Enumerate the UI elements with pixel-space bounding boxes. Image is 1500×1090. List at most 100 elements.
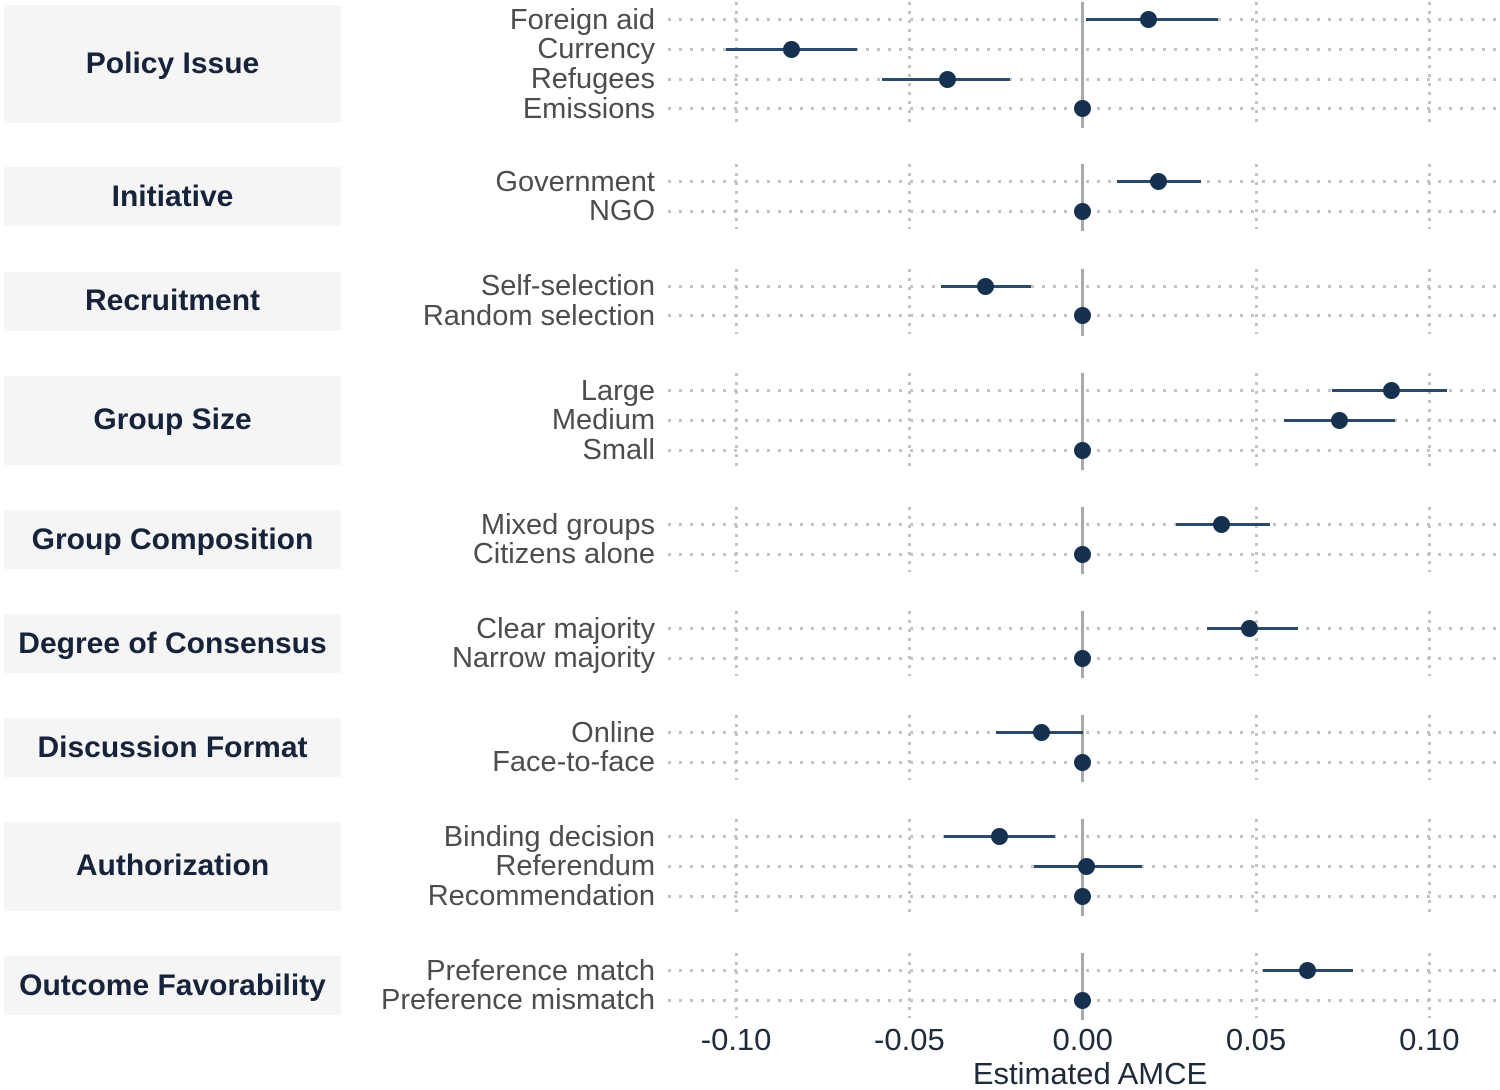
estimate-point: [1330, 411, 1348, 429]
zero-line: [1081, 715, 1085, 783]
x-gridline: [907, 819, 911, 914]
x-gridline: [1427, 373, 1431, 468]
x-gridline: [1427, 611, 1431, 677]
x-gridline: [1427, 507, 1431, 573]
facet-category-label: Recruitment: [84, 284, 261, 318]
x-gridline: [1254, 819, 1258, 914]
x-tick-label: 0.10: [1399, 1022, 1460, 1057]
estimate-point: [1074, 202, 1092, 220]
facet-strip: Discussion Format: [4, 718, 341, 778]
estimate-point: [1074, 887, 1092, 905]
x-gridline: [734, 2, 738, 127]
facet-strip: Recruitment: [4, 271, 341, 331]
facet-strip: Policy Issue: [4, 5, 341, 124]
row-level-label: Face-to-face: [492, 746, 655, 779]
facet-strip: Authorization: [4, 822, 341, 911]
facet-strip: Degree of Consensus: [4, 614, 341, 674]
x-gridline: [1254, 268, 1258, 334]
x-gridline: [1254, 2, 1258, 127]
x-gridline: [1254, 611, 1258, 677]
x-gridline: [1254, 507, 1258, 573]
estimate-point: [1032, 724, 1050, 742]
row-level-label: Small: [582, 434, 655, 466]
x-gridline: [1427, 164, 1431, 230]
estimate-point: [1074, 307, 1092, 325]
x-gridline: [734, 611, 738, 677]
zero-line: [1081, 268, 1085, 336]
facet-strip: Initiative: [4, 167, 341, 227]
x-gridline: [1427, 819, 1431, 914]
estimate-point: [1074, 649, 1092, 667]
x-gridline: [1254, 164, 1258, 230]
row-level-label: Online: [571, 716, 655, 749]
estimate-point: [977, 277, 995, 295]
estimate-point: [1240, 620, 1258, 638]
x-gridline: [734, 715, 738, 781]
x-gridline: [907, 611, 911, 677]
zero-line: [1081, 2, 1085, 129]
estimate-point: [1077, 857, 1095, 875]
facet-category-label: Group Size: [93, 403, 252, 437]
x-gridline: [734, 373, 738, 468]
row-level-label: Government: [495, 165, 655, 198]
row-level-label: Preference match: [426, 954, 655, 987]
x-tick-label: 0.05: [1225, 1022, 1287, 1057]
row-level-label: Citizens alone: [472, 538, 655, 571]
x-gridline: [907, 164, 911, 230]
estimate-point: [783, 40, 801, 58]
facet-category-label: Policy Issue: [85, 47, 260, 81]
row-level-label: Clear majority: [476, 612, 655, 645]
x-gridline: [1427, 715, 1431, 781]
x-gridline: [907, 373, 911, 468]
estimate-point: [1074, 441, 1092, 459]
x-gridline: [734, 164, 738, 230]
zero-line: [1081, 164, 1085, 232]
row-level-label: Medium: [551, 404, 655, 437]
x-tick-label: 0.00: [1052, 1022, 1113, 1057]
row-level-label: Foreign aid: [509, 3, 655, 36]
estimate-point: [1299, 962, 1317, 980]
estimate-point: [991, 828, 1009, 846]
facet-strip: Group Composition: [4, 510, 341, 570]
x-gridline: [734, 507, 738, 573]
row-level-label: Large: [580, 374, 655, 407]
row-level-label: NGO: [588, 195, 655, 228]
x-gridline: [907, 507, 911, 573]
row-level-label: Mixed groups: [480, 508, 655, 541]
x-gridline: [734, 268, 738, 334]
x-gridline: [907, 2, 911, 127]
x-gridline: [1254, 715, 1258, 781]
row-level-label: Emissions: [522, 92, 655, 125]
estimate-point: [939, 70, 957, 88]
row-level-label: Self-selection: [480, 270, 655, 303]
row-level-label: Random selection: [422, 299, 655, 332]
facet-category-label: Discussion Format: [37, 730, 308, 764]
facet-category-label: Outcome Favorability: [19, 968, 326, 1002]
facet-strip: Group Size: [4, 376, 341, 465]
estimate-point: [1140, 11, 1158, 29]
estimate-point: [1382, 382, 1400, 400]
row-level-label: Recommendation: [427, 880, 655, 912]
estimate-point: [1212, 516, 1230, 534]
row-level-label: Referendum: [495, 850, 655, 883]
zero-line: [1081, 507, 1085, 575]
x-gridline: [1427, 268, 1431, 334]
x-gridline: [907, 953, 911, 1019]
estimate-point: [1074, 545, 1092, 563]
facet-category-label: Initiative: [111, 179, 234, 213]
estimate-point: [1074, 100, 1092, 118]
x-axis-title: Estimated AMCE: [972, 1056, 1208, 1090]
estimate-point: [1150, 173, 1168, 191]
facet-category-label: Degree of Consensus: [18, 626, 327, 660]
zero-line: [1081, 953, 1085, 1021]
x-gridline: [907, 268, 911, 334]
row-level-label: Currency: [537, 33, 655, 66]
facet-category-label: Group Composition: [31, 522, 314, 556]
facet-category-label: Authorization: [75, 849, 270, 883]
x-gridline: [1254, 373, 1258, 468]
x-gridline: [734, 953, 738, 1019]
x-tick-label: -0.05: [874, 1022, 945, 1057]
row-level-label: Preference mismatch: [381, 984, 655, 1017]
row-level-label: Binding decision: [443, 820, 655, 853]
